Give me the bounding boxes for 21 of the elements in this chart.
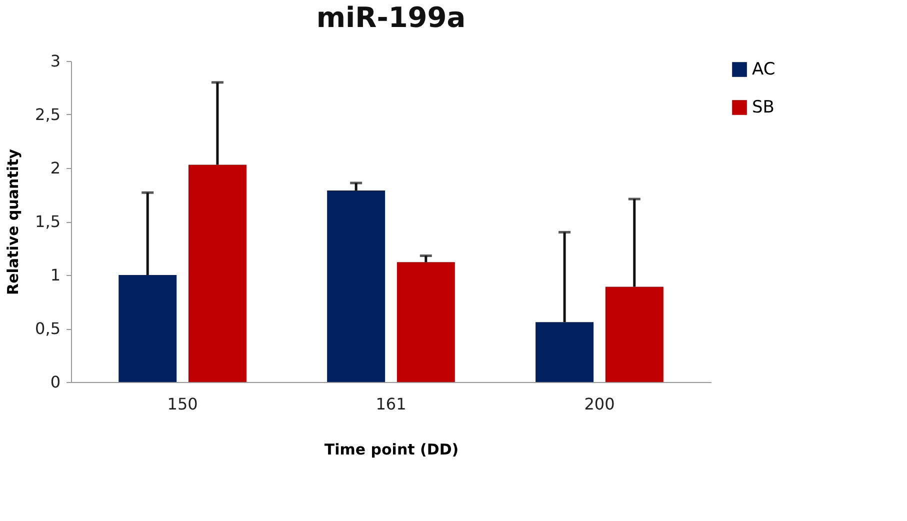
y-tick-label: 3 (50, 52, 60, 70)
y-tick-label: 0 (50, 372, 60, 392)
bar (536, 322, 594, 382)
legend-label: SB (752, 98, 774, 118)
y-axis-title: Relative quantity (4, 148, 22, 295)
bar (188, 164, 246, 382)
bar (605, 286, 664, 382)
bar (327, 190, 386, 382)
y-tick-label: 1,5 (35, 212, 60, 231)
x-tick-label: 200 (584, 394, 615, 414)
y-tick-label: 2,5 (35, 105, 60, 124)
x-tick-label: 150 (167, 394, 198, 414)
bar (396, 262, 455, 382)
x-axis-title: Time point (DD) (324, 440, 459, 458)
legend-label: AC (752, 60, 776, 80)
chart-title: miR-199a (316, 1, 466, 34)
y-tick-label: 2 (50, 158, 60, 178)
x-tick-label: 161 (376, 394, 406, 414)
bar (118, 275, 177, 382)
y-tick-label: 0,5 (35, 319, 60, 338)
y-tick-label: 1 (50, 266, 60, 284)
